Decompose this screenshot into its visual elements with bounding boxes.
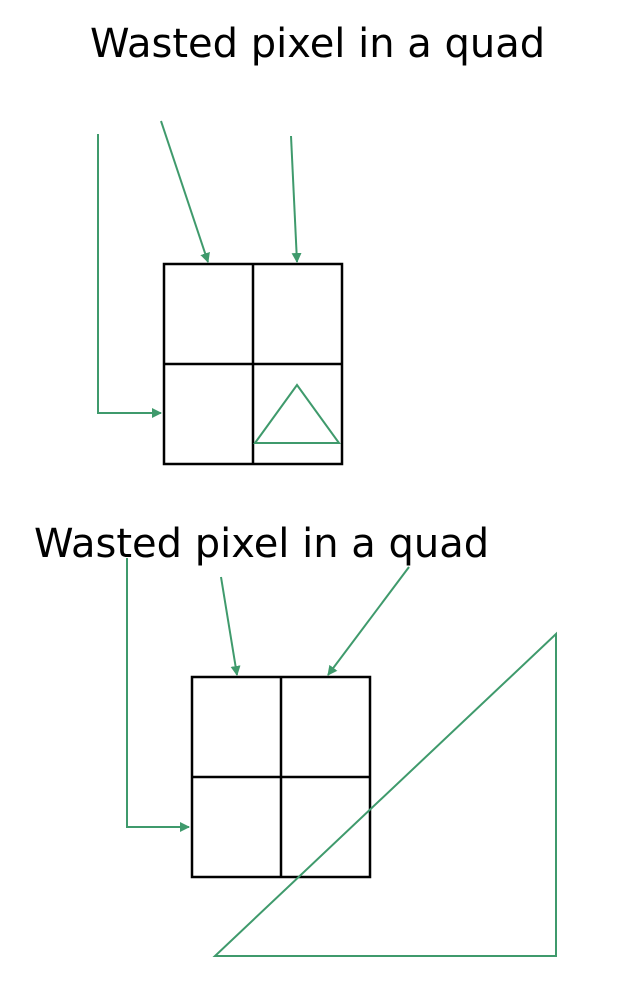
- arrow-2-middle: [220, 576, 241, 676]
- figure-1: [97, 120, 344, 466]
- figure-2-caption: Wasted pixel in a quad: [34, 521, 490, 567]
- quad-grid-2: [190, 675, 372, 879]
- arrows-1: [97, 120, 302, 418]
- large-triangle: [212, 631, 557, 957]
- arrows-2: [126, 558, 410, 832]
- figure-2: [126, 558, 557, 957]
- figure-1-caption: Wasted pixel in a quad: [90, 21, 546, 67]
- quad-grid-1: [162, 262, 344, 466]
- arrow-2-left: [126, 558, 190, 832]
- arrow-1-right: [290, 135, 302, 263]
- small-triangle: [253, 383, 341, 444]
- arrow-1-left: [97, 134, 162, 418]
- arrow-1-middle: [160, 120, 210, 263]
- arrow-2-right: [327, 566, 410, 676]
